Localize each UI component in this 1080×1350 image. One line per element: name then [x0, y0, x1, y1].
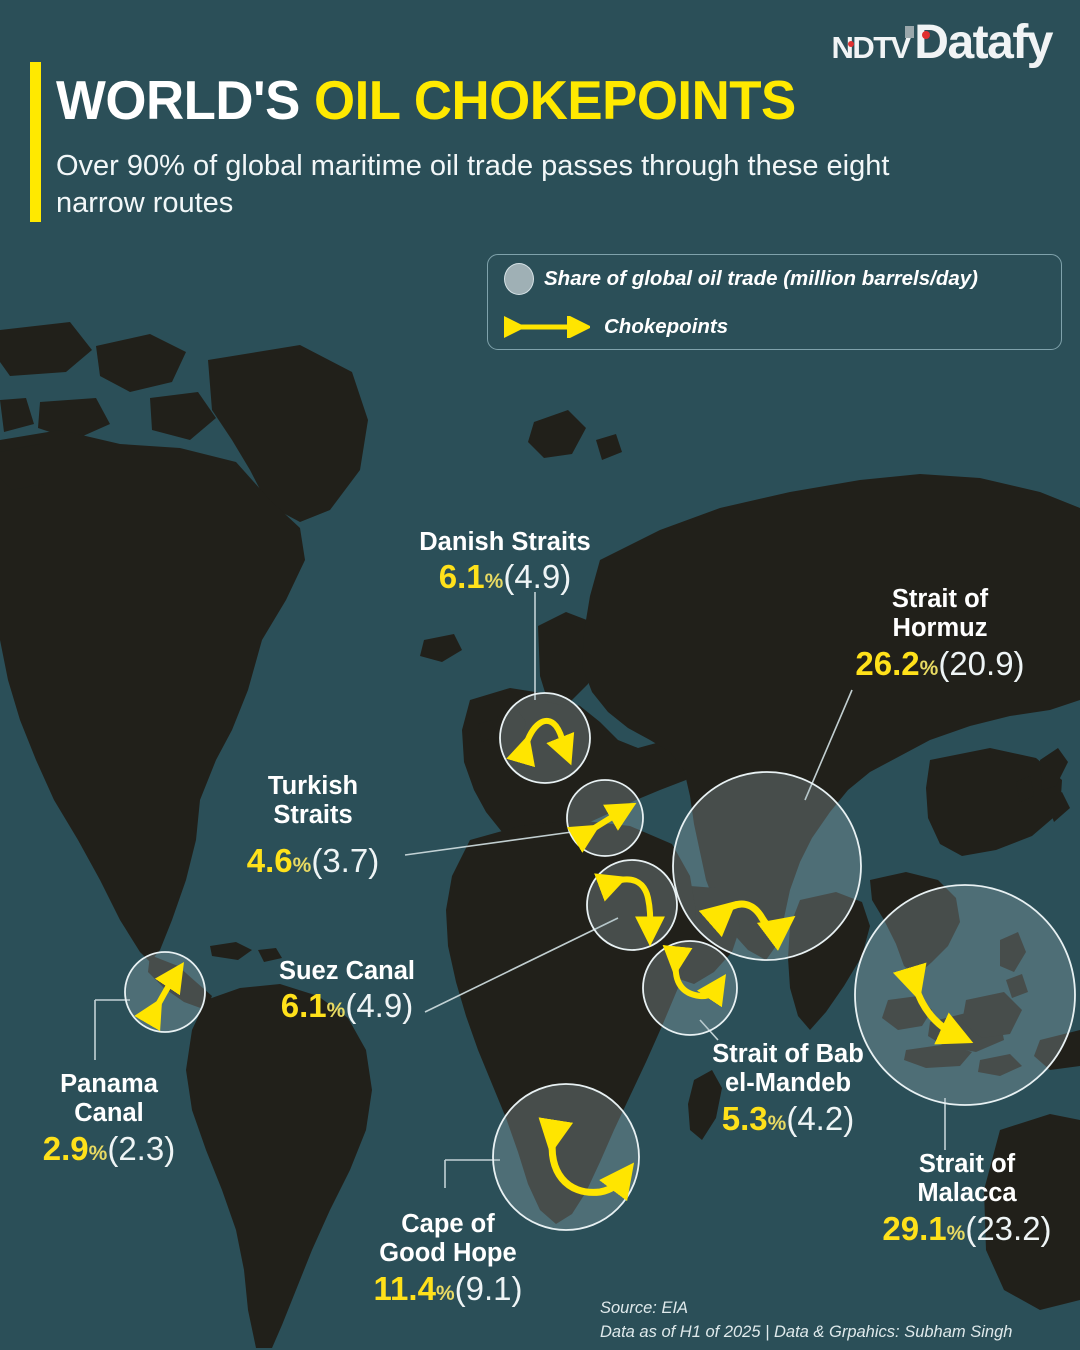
label-name-panama-canal: Panama Canal	[60, 1070, 158, 1128]
logo-ndtv-label: NDTV	[831, 30, 911, 65]
page-subtitle: Over 90% of global maritime oil trade pa…	[56, 150, 890, 220]
label-value-suez-canal: 6.1%(4.9)	[232, 988, 462, 1024]
label-value-strait-of-bab-el-mandeb: 5.3%(4.2)	[688, 1099, 888, 1137]
pct-cape-of-good-hope: 11.4	[373, 1269, 436, 1307]
label-danish-straits: Danish Straits 6.1%(4.9)	[385, 528, 625, 596]
label-panama-canal: Panama Canal 2.9%(2.3)	[14, 1070, 204, 1167]
logo-datafy-label: Datafy	[914, 16, 1053, 69]
pctsign-turkish-straits: %	[292, 853, 312, 877]
pctsign-danish-straits: %	[484, 570, 504, 594]
logo-ndtv-text: NDTV	[831, 30, 911, 65]
label-strait-of-bab-el-mandeb: Strait of Bab el-Mandeb 5.3%(4.2)	[688, 1040, 888, 1137]
landmasses	[0, 322, 1080, 1348]
label-value-cape-of-good-hope: 11.4%(9.1)	[338, 1269, 558, 1307]
barrels-strait-of-bab-el-mandeb: (4.2)	[786, 1099, 855, 1137]
label-name-suez-canal: Suez Canal	[278, 957, 416, 985]
bubble-strait-of-malacca[interactable]	[854, 884, 1076, 1106]
chokepoint-bubbles	[124, 692, 1076, 1231]
pct-danish-straits: 6.1	[438, 558, 485, 596]
label-value-strait-of-malacca: 29.1%(23.2)	[862, 1209, 1072, 1247]
pct-suez-canal: 6.1	[280, 987, 327, 1025]
barrels-danish-straits: (4.9)	[503, 558, 572, 596]
pct-strait-of-hormuz: 26.2	[855, 644, 920, 682]
bubble-cape-of-good-hope[interactable]	[492, 1083, 640, 1231]
pct-panama-canal: 2.9	[42, 1129, 89, 1167]
credit-line: Data as of H1 of 2025 | Data & Grpahics:…	[600, 1322, 1013, 1341]
logo-datafy-text: Datafy	[905, 19, 1053, 67]
barrels-panama-canal: (2.3)	[107, 1129, 176, 1167]
title-highlight-part: OIL CHOKEPOINTS	[314, 69, 796, 131]
pct-strait-of-malacca: 29.1	[882, 1209, 947, 1247]
pct-strait-of-bab-el-mandeb: 5.3	[721, 1099, 768, 1137]
label-name-turkish-straits: Turkish Straits	[267, 772, 359, 830]
label-suez-canal: Suez Canal 6.1%(4.9)	[232, 957, 462, 1025]
label-name-strait-of-bab-el-mandeb: Strait of Bab el-Mandeb	[712, 1040, 864, 1098]
bubble-panama-canal[interactable]	[124, 951, 206, 1033]
legend-box: Share of global oil trade (million barre…	[487, 254, 1062, 350]
ndtv-datafy-logo: NDTV Datafy	[831, 19, 1053, 67]
bubble-turkish-straits[interactable]	[566, 779, 644, 857]
label-name-strait-of-malacca: Strait of Malacca	[917, 1150, 1017, 1208]
bubble-bab-el-mandeb[interactable]	[642, 940, 738, 1036]
pctsign-cape-of-good-hope: %	[435, 1281, 455, 1305]
legend-bubble-label: Share of global oil trade (million barre…	[544, 267, 979, 290]
connector-suez	[424, 917, 619, 1013]
connector-bab-el-mandeb	[699, 1019, 719, 1041]
connector-turkish-straits	[404, 831, 573, 856]
label-name-danish-straits: Danish Straits	[419, 528, 591, 556]
pctsign-strait-of-malacca: %	[946, 1221, 966, 1245]
connector-lines	[94, 592, 946, 1188]
barrels-strait-of-malacca: (23.2)	[965, 1209, 1052, 1247]
label-turkish-straits: Turkish Straits 4.6%(3.7)	[208, 772, 418, 879]
pctsign-panama-canal: %	[88, 1141, 108, 1165]
barrels-turkish-straits: (3.7)	[311, 841, 380, 879]
label-value-turkish-straits: 4.6%(3.7)	[208, 841, 418, 879]
label-strait-of-hormuz: Strait of Hormuz 26.2%(20.9)	[820, 585, 1060, 682]
bubble-strait-of-hormuz[interactable]	[672, 771, 862, 961]
legend-bubble-icon	[504, 263, 534, 295]
legend-row-arrow: Chokepoints	[488, 303, 1061, 351]
label-cape-of-good-hope: Cape of Good Hope 11.4%(9.1)	[338, 1210, 558, 1307]
label-value-panama-canal: 2.9%(2.3)	[14, 1129, 204, 1167]
legend-arrow-icon	[504, 316, 590, 338]
title-accent-bar	[30, 62, 41, 222]
logo-red-dot-2-icon	[922, 31, 931, 39]
pct-turkish-straits: 4.6	[246, 841, 293, 879]
source-credit: Source: EIA Data as of H1 of 2025 | Data…	[600, 1297, 1012, 1345]
legend-arrow-label: Chokepoints	[604, 315, 729, 338]
source-line: Source: EIA	[600, 1299, 689, 1317]
connector-hormuz	[804, 689, 853, 801]
title-white-part: WORLD'S	[56, 69, 315, 131]
pctsign-strait-of-bab-el-mandeb: %	[767, 1111, 787, 1135]
logo-gray-bar-icon	[905, 26, 915, 38]
bubble-suez-canal[interactable]	[586, 859, 678, 951]
barrels-suez-canal: (4.9)	[345, 987, 414, 1025]
pctsign-strait-of-hormuz: %	[919, 656, 939, 680]
logo-red-dot-icon	[848, 41, 855, 47]
bubble-danish-straits[interactable]	[499, 692, 591, 784]
label-name-strait-of-hormuz: Strait of Hormuz	[891, 585, 989, 643]
barrels-strait-of-hormuz: (20.9)	[938, 644, 1025, 682]
pctsign-suez-canal: %	[326, 999, 346, 1023]
label-name-cape-of-good-hope: Cape of Good Hope	[379, 1210, 517, 1268]
legend-row-bubble: Share of global oil trade (million barre…	[488, 255, 1061, 303]
label-value-strait-of-hormuz: 26.2%(20.9)	[820, 644, 1060, 682]
label-value-danish-straits: 6.1%(4.9)	[385, 559, 625, 595]
barrels-cape-of-good-hope: (9.1)	[454, 1269, 523, 1307]
page-title: WORLD'S OIL CHOKEPOINTS	[56, 68, 796, 132]
label-strait-of-malacca: Strait of Malacca 29.1%(23.2)	[862, 1150, 1072, 1247]
